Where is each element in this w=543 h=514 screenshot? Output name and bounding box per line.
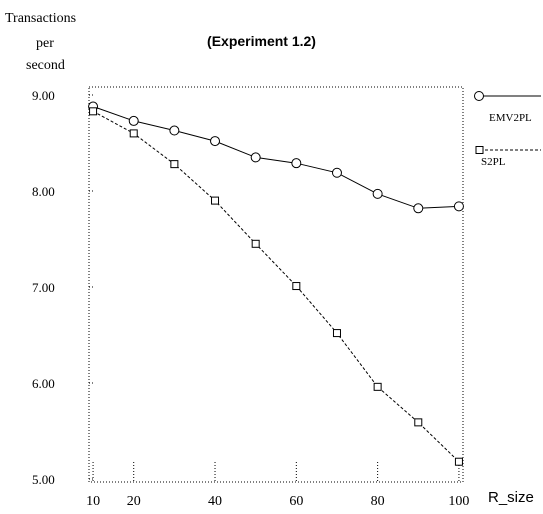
data-point-square <box>454 457 463 466</box>
x-tick-label: 20 <box>127 494 141 509</box>
legend-item-emv2pl: EMV2PL <box>474 91 541 124</box>
y-tick-label: 7.00 <box>32 280 55 295</box>
x-tick-label: 80 <box>371 494 385 509</box>
y-axis-label-line-1: Transactions <box>5 11 77 26</box>
y-tick-label: 5.00 <box>32 472 55 487</box>
series-layer <box>88 101 464 466</box>
x-tick-label: 100 <box>448 494 469 509</box>
data-point-circle <box>169 125 180 136</box>
data-point-square <box>251 239 260 248</box>
legend: EMV2PL S2PL <box>474 91 541 168</box>
data-point-square <box>292 282 301 291</box>
series-line <box>92 110 460 463</box>
data-point-square <box>373 382 382 391</box>
y-tick-label: 6.00 <box>32 376 55 391</box>
y-axis: 5.00 6.00 7.00 8.00 9.00 <box>32 88 94 487</box>
legend-label: EMV2PL <box>489 112 532 124</box>
data-point-square <box>211 196 220 205</box>
x-axis-label: R_size <box>488 489 534 506</box>
series-emv2pl <box>88 101 464 214</box>
data-point-circle <box>210 136 221 147</box>
legend-label: S2PL <box>481 156 506 168</box>
series-s2pl <box>89 107 463 466</box>
data-point-circle <box>372 188 383 199</box>
x-tick-label: 10 <box>86 494 100 509</box>
legend-item-s2pl: S2PL <box>475 146 541 168</box>
y-tick-label: 8.00 <box>32 184 55 199</box>
x-axis: 10 20 40 60 80 100 <box>86 460 469 509</box>
chart-title-text: (Experiment 1.2) <box>207 33 316 49</box>
data-point-circle <box>453 201 464 212</box>
x-tick-label: 40 <box>208 494 222 509</box>
legend-marker-square <box>475 146 484 154</box>
data-point-square <box>414 418 423 427</box>
chart-title: (Experiment 1.2) <box>0 34 543 48</box>
y-tick-label: 9.00 <box>32 88 55 103</box>
series-line <box>92 106 459 209</box>
data-point-square <box>332 329 341 338</box>
data-point-circle <box>413 203 424 214</box>
data-point-circle <box>291 158 302 169</box>
data-point-square <box>129 129 138 138</box>
data-point-circle <box>331 167 342 178</box>
data-point-square <box>170 160 179 169</box>
plot-frame <box>88 86 464 483</box>
data-point-circle <box>250 152 261 163</box>
y-axis-label-line-3: second <box>26 58 65 73</box>
legend-marker-circle <box>474 91 484 101</box>
x-tick-label: 60 <box>289 494 303 509</box>
data-point-square <box>89 107 98 116</box>
data-point-circle <box>128 115 139 126</box>
y-axis-label-line-2: per <box>36 36 54 51</box>
